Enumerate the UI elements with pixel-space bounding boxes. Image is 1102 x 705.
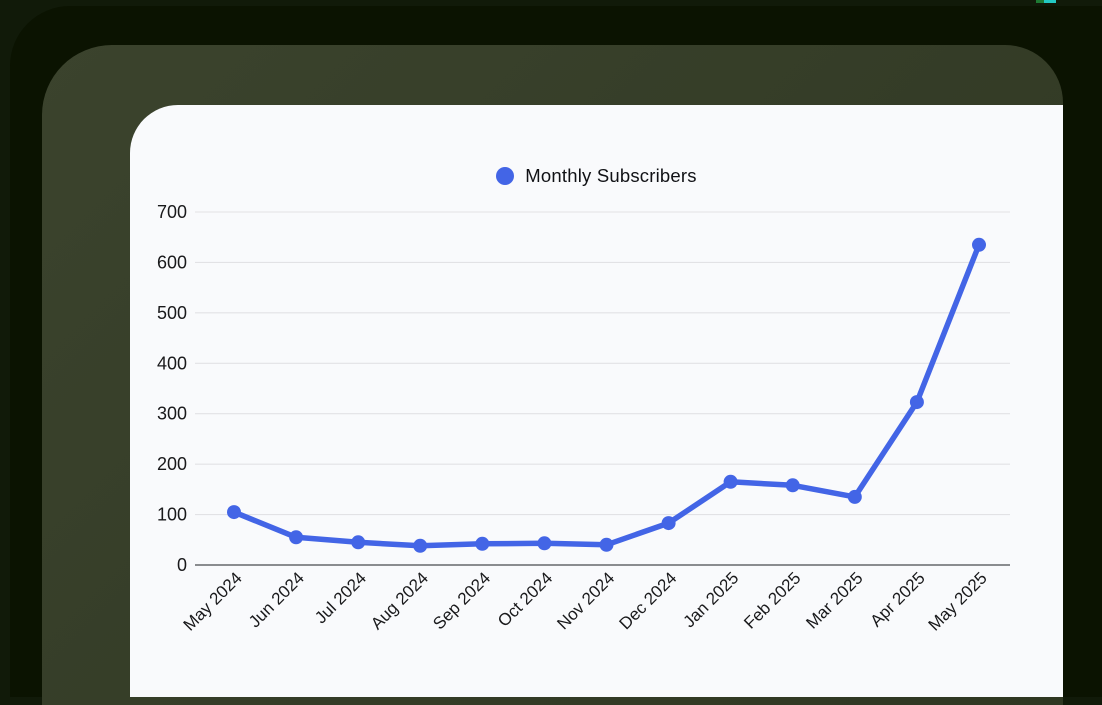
y-tick-label: 300 <box>157 404 187 424</box>
x-tick-label: Apr 2025 <box>867 568 929 630</box>
data-point[interactable] <box>289 530 304 545</box>
chart-legend[interactable]: Monthly Subscribers <box>130 165 1063 187</box>
data-point[interactable] <box>909 395 924 410</box>
green-accent-sliver <box>1036 0 1044 3</box>
y-tick-label: 200 <box>157 454 187 474</box>
teal-accent-sliver <box>1044 0 1056 3</box>
chart-card: Monthly Subscribers 0 100 200 300 400 500 600 7… <box>130 105 1063 697</box>
y-tick-label: 700 <box>157 202 187 222</box>
y-tick-label: 600 <box>157 252 187 272</box>
x-tick-label: Aug 2024 <box>367 568 432 633</box>
x-tick-label: Oct 2024 <box>494 568 556 630</box>
data-point[interactable] <box>972 237 986 252</box>
data-point[interactable] <box>723 474 738 489</box>
data-point[interactable] <box>351 535 366 550</box>
x-tick-label: Mar 2025 <box>802 568 866 632</box>
data-point[interactable] <box>413 538 428 553</box>
data-point[interactable] <box>537 536 552 551</box>
data-point[interactable] <box>475 536 490 551</box>
x-tick-label: May 2025 <box>925 568 991 634</box>
subscribers-line-chart[interactable]: 0 100 200 300 400 500 600 700 May 2024 Jun 2024 Ju… <box>130 105 1063 697</box>
legend-marker-icon <box>496 167 515 185</box>
data-point[interactable] <box>661 516 676 531</box>
data-point[interactable] <box>227 505 241 520</box>
data-point[interactable] <box>847 489 862 504</box>
data-point[interactable] <box>785 478 800 493</box>
x-tick-label: Jun 2024 <box>245 568 308 631</box>
legend-label: Monthly Subscribers <box>525 165 697 186</box>
x-tick-label: Nov 2024 <box>553 568 618 633</box>
x-tick-label: Jul 2024 <box>311 568 370 627</box>
y-tick-label: 500 <box>157 303 187 323</box>
line-series <box>231 242 982 549</box>
x-tick-label: Jan 2025 <box>680 568 743 631</box>
y-tick-label: 400 <box>157 353 187 373</box>
x-tick-label: Sep 2024 <box>429 568 494 633</box>
x-tick-label: Dec 2024 <box>616 568 681 633</box>
x-tick-label: May 2024 <box>180 568 246 634</box>
y-tick-label: 0 <box>177 555 187 575</box>
x-tick-label: Feb 2025 <box>740 568 804 632</box>
y-tick-label: 100 <box>157 505 187 525</box>
data-point[interactable] <box>599 537 614 552</box>
